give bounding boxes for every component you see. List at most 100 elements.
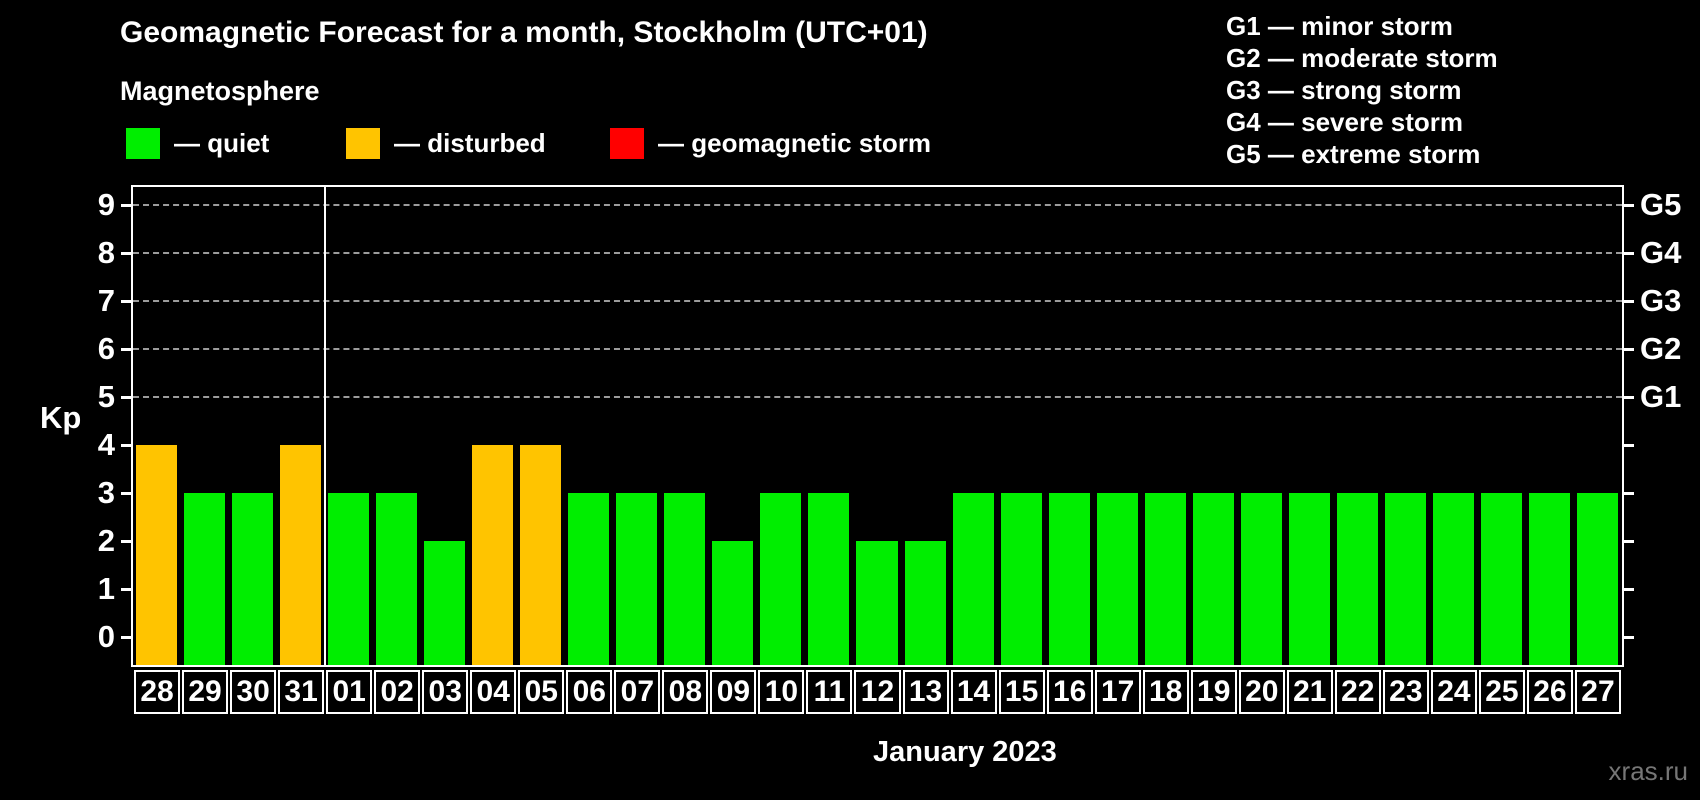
g-axis-label-G4: G4 [1640, 235, 1682, 270]
kp-bar-day-13 [904, 541, 946, 665]
day-cell-06: 06 [566, 670, 613, 714]
kp-bar-day-23 [1384, 493, 1426, 665]
kp-bar-day-10 [760, 493, 802, 665]
day-cell-25: 25 [1478, 670, 1525, 714]
kp-bar-day-16 [1048, 493, 1090, 665]
kp-bar-day-07 [616, 493, 658, 665]
day-cell-01: 01 [326, 670, 373, 714]
day-cell-20: 20 [1238, 670, 1285, 714]
y-tick-label-5: 5 [97, 379, 115, 414]
month-boundary-line [324, 187, 327, 665]
kp-bar-day-21 [1288, 493, 1330, 665]
x-axis-day-labels: 28 29 30 31 01 02 03 04 05 06 07 08 09 10 11 12 13 14 15 16… [133, 670, 1622, 715]
day-cell-31: 31 [278, 670, 325, 714]
day-cell-09: 09 [710, 670, 757, 714]
g-axis-label-G5: G5 [1640, 187, 1682, 222]
day-cell-27: 27 [1574, 670, 1621, 714]
gridline-kp-5 [133, 396, 1622, 398]
y-tick-label-7: 7 [97, 283, 115, 318]
kp-bar-day-11 [808, 493, 850, 665]
legend-label: — geomagnetic storm [658, 127, 932, 158]
g-axis-label-G1: G1 [1640, 379, 1682, 414]
plot-area: 0 1 2 3 4 5 6 7 8 9 G1 G2 G3 G4 G5 [98, 185, 1681, 667]
kp-bar-day-17 [1096, 493, 1138, 665]
y-axis-tick-right [1624, 396, 1634, 399]
legend-label: — quiet [174, 127, 270, 158]
day-cell-18: 18 [1142, 670, 1189, 714]
y-axis-tick-left [121, 540, 131, 543]
kp-bar-day-18 [1144, 493, 1186, 665]
legend-label: — disturbed [394, 127, 546, 158]
g-axis-label-G3: G3 [1640, 283, 1682, 318]
y-tick-label-2: 2 [97, 523, 115, 558]
day-cell-02: 02 [374, 670, 421, 714]
day-cell-21: 21 [1286, 670, 1333, 714]
gridline-kp-8 [133, 252, 1622, 254]
kp-bar-day-03 [424, 541, 466, 665]
day-cell-16: 16 [1046, 670, 1093, 714]
gridline-kp-6 [133, 348, 1622, 350]
day-cell-05: 05 [518, 670, 565, 714]
kp-bar-day-29 [184, 493, 226, 665]
day-cell-13: 13 [902, 670, 949, 714]
storm-color-swatch [610, 127, 644, 159]
gridline-kp-7 [133, 300, 1622, 302]
day-cell-12: 12 [854, 670, 901, 714]
g-legend-line: G4 — severe storm [1226, 107, 1464, 137]
g-legend-line: G5 — extreme storm [1226, 139, 1481, 169]
y-tick-label-8: 8 [97, 235, 115, 270]
gridline-kp-9 [133, 204, 1622, 206]
g-axis-label-G2: G2 [1640, 331, 1682, 366]
kp-bar-day-22 [1336, 493, 1378, 665]
kp-bar-day-01 [328, 493, 370, 665]
y-axis-tick-left [121, 492, 131, 495]
kp-bar-day-12 [856, 541, 898, 665]
disturbed-color-swatch [346, 127, 380, 159]
y-axis-tick-left [121, 300, 131, 303]
kp-bar-day-25 [1480, 493, 1522, 665]
y-axis-tick-right [1624, 636, 1634, 639]
chart-subtitle: Magnetosphere [120, 76, 320, 106]
y-axis-tick-right [1624, 348, 1634, 351]
day-cell-24: 24 [1430, 670, 1477, 714]
quiet-color-swatch [126, 127, 160, 159]
legend-item-quiet: — quiet [126, 126, 269, 160]
day-cell-07: 07 [614, 670, 661, 714]
kp-bar-day-27 [1576, 493, 1618, 665]
y-axis-title: Kp [40, 400, 82, 435]
y-axis-tick-left [121, 588, 131, 591]
y-axis-tick-left [121, 444, 131, 447]
status-legend: — quiet — disturbed — geomagnetic storm [0, 126, 1100, 162]
kp-bar-day-08 [664, 493, 706, 665]
g-legend-line: G2 — moderate storm [1226, 43, 1498, 73]
kp-bar-day-06 [568, 493, 610, 665]
y-axis-tick-right [1624, 204, 1634, 207]
y-axis-tick-right [1624, 252, 1634, 255]
day-cell-17: 17 [1094, 670, 1141, 714]
day-cell-04: 04 [470, 670, 517, 714]
day-cell-22: 22 [1334, 670, 1381, 714]
g-legend-line: G1 — minor storm [1226, 11, 1453, 41]
y-axis-tick-left [121, 636, 131, 639]
watermark: xras.ru [1608, 756, 1688, 786]
kp-bar-day-09 [712, 541, 754, 665]
kp-bar-day-15 [1000, 493, 1042, 665]
day-cell-08: 08 [662, 670, 709, 714]
day-cell-14: 14 [950, 670, 997, 714]
day-cell-28: 28 [134, 670, 181, 714]
kp-bar-day-24 [1432, 493, 1474, 665]
kp-bar-day-05 [520, 445, 562, 665]
kp-bar-day-31 [280, 445, 322, 665]
day-cell-11: 11 [806, 670, 853, 714]
y-axis-tick-right [1624, 540, 1634, 543]
y-tick-label-1: 1 [97, 571, 115, 606]
day-cell-19: 19 [1190, 670, 1237, 714]
day-cell-23: 23 [1382, 670, 1429, 714]
day-cell-30: 30 [230, 670, 277, 714]
day-cell-26: 26 [1526, 670, 1573, 714]
kp-bar-day-28 [136, 445, 178, 665]
y-axis-tick-left [121, 252, 131, 255]
y-tick-label-3: 3 [97, 475, 115, 510]
y-axis-tick-left [121, 348, 131, 351]
